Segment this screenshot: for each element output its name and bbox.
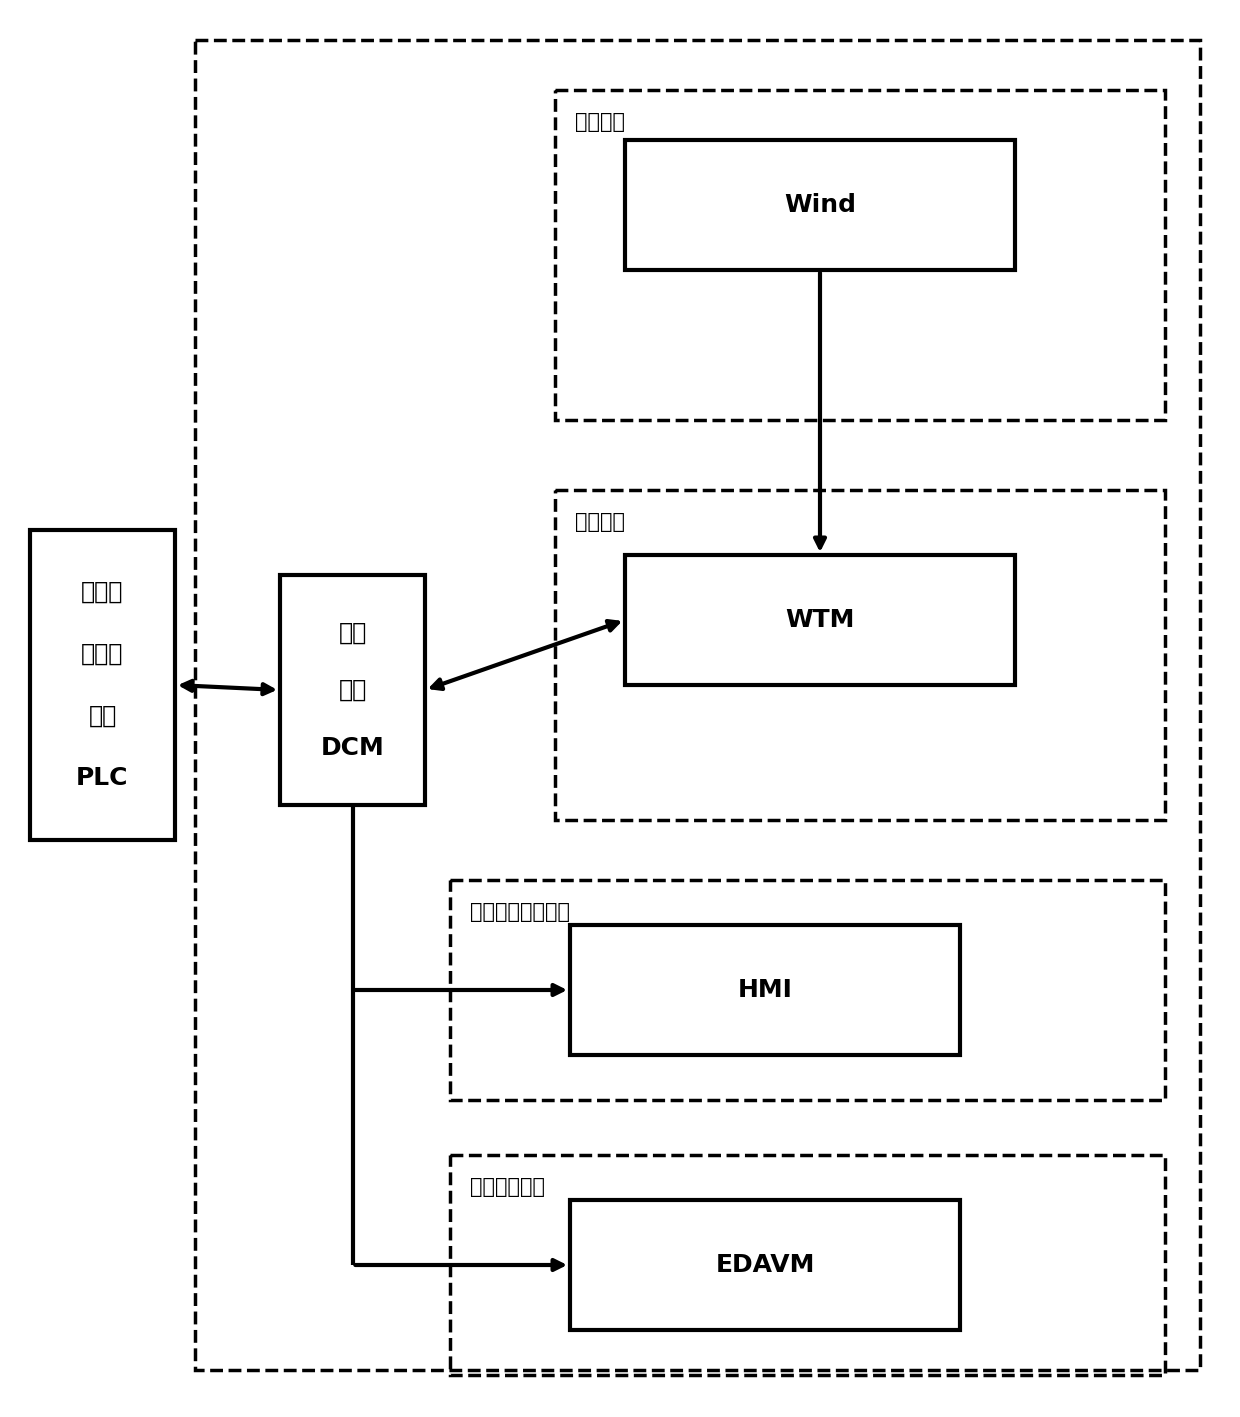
Bar (625, 555, 1016, 684)
Text: 风力发: 风力发 (82, 580, 124, 604)
Text: WTM: WTM (785, 608, 854, 632)
Bar (556, 91, 1166, 419)
Bar (195, 40, 1200, 1370)
Text: 电机组: 电机组 (82, 642, 124, 666)
Text: DCM: DCM (321, 735, 384, 760)
Bar (30, 530, 175, 840)
Bar (450, 880, 1166, 1100)
Bar (450, 1155, 1166, 1374)
Text: 风况模型: 风况模型 (575, 112, 625, 132)
Bar (625, 140, 1016, 271)
Text: 故障分析模块: 故障分析模块 (470, 1178, 546, 1197)
Text: HMI: HMI (738, 978, 792, 1002)
Bar (556, 490, 1166, 820)
Text: PLC: PLC (76, 767, 129, 791)
Text: 模块: 模块 (339, 677, 367, 701)
Text: 主控: 主控 (88, 704, 117, 728)
Bar (570, 1200, 960, 1331)
Text: 通信: 通信 (339, 621, 367, 645)
Text: 风机模型: 风机模型 (575, 512, 625, 531)
Text: Wind: Wind (784, 193, 856, 217)
Text: EDAVM: EDAVM (715, 1253, 815, 1277)
Text: 运行状态监测模块: 运行状态监测模块 (470, 903, 570, 922)
Bar (570, 925, 960, 1056)
Bar (280, 575, 425, 805)
